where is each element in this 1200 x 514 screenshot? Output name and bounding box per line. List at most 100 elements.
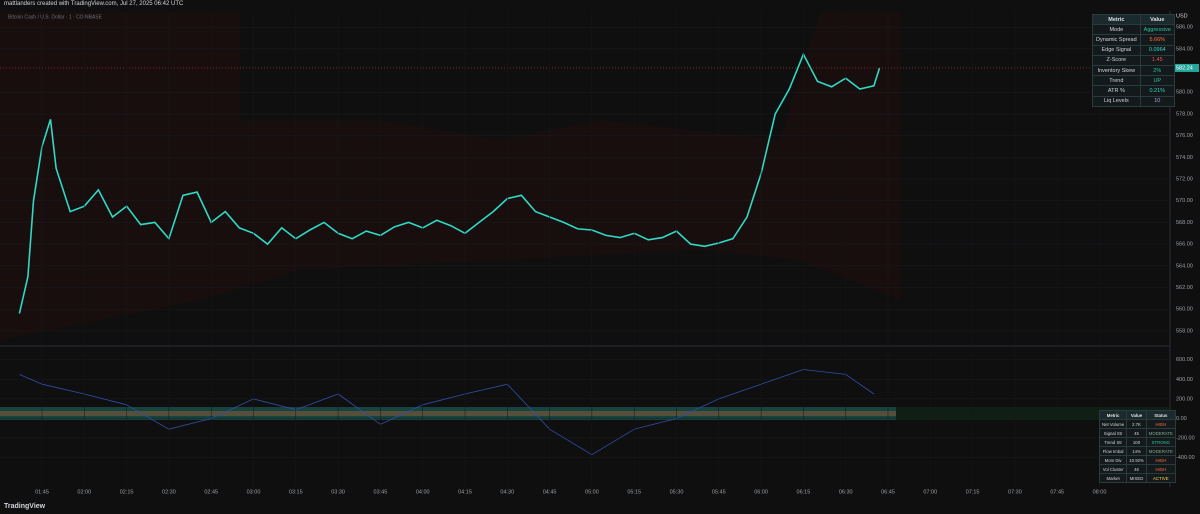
metric-cell: Z-Score [1092, 54, 1141, 66]
x-tick-label: 08:00 [1093, 489, 1107, 495]
value-cell: 0.0964 [1139, 44, 1175, 56]
header-cell: Metric [1092, 13, 1141, 26]
value-cell: 45 [1126, 428, 1147, 438]
table-row: Mom Div 10.92% HIGH [1098, 455, 1176, 465]
y-tick-label: 576.00 [1176, 133, 1193, 139]
header-row: Metric Value [1092, 13, 1175, 26]
x-tick-label: 03:00 [247, 489, 261, 495]
table-row: Mode Aggressive [1092, 24, 1175, 36]
value-cell: 0.21% [1139, 85, 1175, 97]
y-tick-label: 578.00 [1176, 111, 1193, 117]
value-cell: 10.92% [1126, 455, 1147, 465]
x-tick-label: 03:45 [374, 489, 388, 495]
header-cell: Metric [1098, 410, 1128, 420]
y-tick-label: 574.00 [1176, 155, 1193, 161]
y-tick-label: 560.00 [1176, 307, 1193, 313]
x-tick-label: 02:00 [77, 489, 91, 495]
y-tick-label: 572.00 [1176, 176, 1193, 182]
y-tick-label: 568.00 [1176, 220, 1193, 226]
table-row: Dynamic Spread 5.66% [1092, 34, 1175, 46]
histogram-band [0, 411, 896, 416]
band-zone [0, 12, 900, 340]
status-cell: HIGH [1145, 419, 1176, 429]
metric-cell: Inventory Skew [1092, 64, 1141, 77]
metric-cell: Signal Str [1098, 428, 1128, 438]
x-tick-label: 04:15 [458, 489, 472, 495]
price-line [18, 52, 881, 314]
value-cell: MIXED [1126, 473, 1147, 483]
y-tick-label: 200.00 [1176, 396, 1193, 402]
x-tick-label: 05:30 [670, 489, 684, 495]
y-tick-label: -200.00 [1176, 436, 1195, 442]
y-tick-label: 400.00 [1176, 377, 1193, 383]
metric-cell: Liq Levels [1092, 95, 1141, 107]
metric-cell: Edge Signal [1092, 44, 1141, 56]
x-tick-label: 06:00 [754, 489, 768, 495]
x-tick-label: 04:00 [416, 489, 430, 495]
table-row: Net Volume 2.7K HIGH [1098, 419, 1176, 429]
status-cell: HIGH [1145, 455, 1176, 465]
metric-cell: Flow Imbal [1098, 446, 1128, 456]
table-row: Signal Str 45 MODERATE [1098, 428, 1176, 438]
value-cell: UP [1139, 75, 1175, 87]
last-price-tag [1171, 63, 1199, 72]
x-tick-label: 04:30 [500, 489, 514, 495]
y-tick-label: 562.00 [1176, 285, 1193, 291]
value-cell: 46 [1126, 464, 1147, 474]
y-tick-label: 558.00 [1176, 328, 1193, 334]
x-tick-label: 07:45 [1050, 489, 1064, 495]
metric-cell: ATR % [1092, 85, 1141, 97]
axis-unit: USD [1176, 13, 1188, 19]
header-cell: Value [1126, 410, 1147, 420]
x-tick-label: 06:30 [839, 489, 853, 495]
y-tick-label: 600.00 [1176, 357, 1193, 363]
y-tick-label: 566.00 [1176, 242, 1193, 248]
metric-cell: Mom Div [1098, 455, 1128, 465]
y-tick-label: 586.00 [1176, 25, 1193, 31]
status-cell: STRONG [1145, 437, 1176, 447]
x-tick-label: 02:45 [204, 489, 218, 495]
header-row: Metric Value Status [1098, 410, 1176, 420]
status-cell: ACTIVE [1145, 473, 1176, 483]
histogram-band [0, 407, 896, 420]
value-cell: 2% [1139, 64, 1175, 77]
header-text: mattlanders created with TradingView.com… [4, 1, 184, 7]
x-tick-label: 07:30 [1008, 489, 1022, 495]
table-row: Flow Imbal 14% MODERATE [1098, 446, 1176, 456]
metric-cell: Trend Str [1098, 437, 1128, 447]
value-cell: 10 [1139, 95, 1175, 107]
x-tick-label: 02:30 [162, 489, 176, 495]
metric-cell: Dynamic Spread [1092, 34, 1141, 46]
x-tick-label: 06:15 [797, 489, 811, 495]
value-cell: 1.45 [1139, 54, 1175, 66]
price-line [19, 369, 875, 456]
value-cell: 14% [1126, 446, 1147, 456]
y-tick-label: -400.00 [1176, 455, 1195, 461]
y-tick-label: 580.00 [1176, 90, 1193, 96]
value-cell: Aggressive [1139, 24, 1175, 36]
footer-logo: TradingView [4, 503, 46, 510]
metric-cell: Trend [1092, 75, 1141, 87]
last-price-label: 582.24 [1176, 65, 1193, 71]
table-row: Trend Str 100 STRONG [1098, 437, 1176, 447]
table-row: Trend UP [1092, 75, 1175, 87]
table-row: Inventory Skew 2% [1092, 64, 1175, 77]
value-cell: 2.7K [1126, 419, 1147, 429]
x-tick-label: 07:15 [966, 489, 980, 495]
table-row: Z-Score 1.45 [1092, 54, 1175, 66]
x-tick-label: 07:00 [923, 489, 937, 495]
x-tick-label: 03:15 [289, 489, 303, 495]
table-row: Vol Cluster 46 HIGH [1098, 464, 1176, 474]
x-tick-label: 05:15 [627, 489, 641, 495]
x-tick-label: 05:00 [585, 489, 599, 495]
chart-title: Bitcoin Cash / U.S. Dollar · 1 · COINBAS… [8, 14, 103, 20]
x-tick-label: 05:45 [712, 489, 726, 495]
x-tick-label: 04:45 [543, 489, 557, 495]
x-tick-label: 02:15 [120, 489, 134, 495]
header-cell: Value [1139, 13, 1175, 26]
x-tick-label: 06:45 [881, 489, 895, 495]
table-row: ATR % 0.21% [1092, 85, 1175, 97]
status-cell: HIGH [1145, 464, 1176, 474]
